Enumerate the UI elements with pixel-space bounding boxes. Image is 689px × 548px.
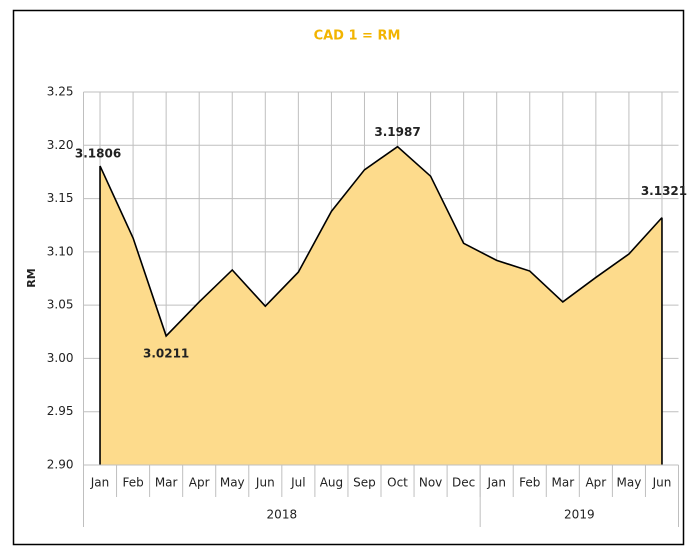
chart-title: CAD 1 = RM	[314, 29, 401, 44]
x-tick-label: Mar	[155, 476, 178, 490]
x-tick-label: Apr	[585, 476, 606, 490]
line	[99, 145, 663, 465]
group-label: 2018	[267, 508, 298, 522]
y-tick-label: 3.10	[47, 244, 74, 258]
x-tick-label: Oct	[387, 476, 408, 490]
y-tick-label: 3.25	[47, 85, 74, 99]
x-tick-label: Nov	[419, 476, 442, 490]
data-label: 3.1987	[374, 125, 420, 139]
x-tick-label: Dec	[452, 476, 475, 490]
data-label: 3.1806	[75, 146, 121, 160]
y-tick-label: 3.20	[47, 138, 74, 152]
x-tick-label: Jun	[255, 476, 275, 490]
x-tick-label: Jan	[486, 476, 506, 490]
y-tick-label: 3.15	[47, 191, 74, 205]
x-tick-label: Feb	[519, 476, 540, 490]
x-tick-label: Feb	[122, 476, 143, 490]
x-tick-label: May	[220, 476, 245, 490]
x-tick-label: Sep	[353, 476, 376, 490]
y-axis-label: RM	[25, 268, 38, 287]
y-tick-label: 3.05	[47, 298, 74, 312]
area	[100, 146, 662, 465]
x-tick-label: Mar	[551, 476, 574, 490]
y-tick-label: 2.95	[47, 404, 74, 418]
data-label: 3.0211	[143, 346, 189, 360]
y-tick-label: 3.00	[47, 351, 74, 365]
x-tick-label: May	[617, 476, 642, 490]
x-tick-label: Jul	[290, 476, 305, 490]
data-label: 3.1321	[641, 184, 687, 198]
x-tick-label: Apr	[189, 476, 210, 490]
y-tick-label: 2.90	[47, 458, 74, 472]
x-tick-label: Aug	[320, 476, 343, 490]
x-tick-label: Jun	[652, 476, 672, 490]
x-tick-label: Jan	[90, 476, 110, 490]
group-label: 2019	[564, 508, 595, 522]
